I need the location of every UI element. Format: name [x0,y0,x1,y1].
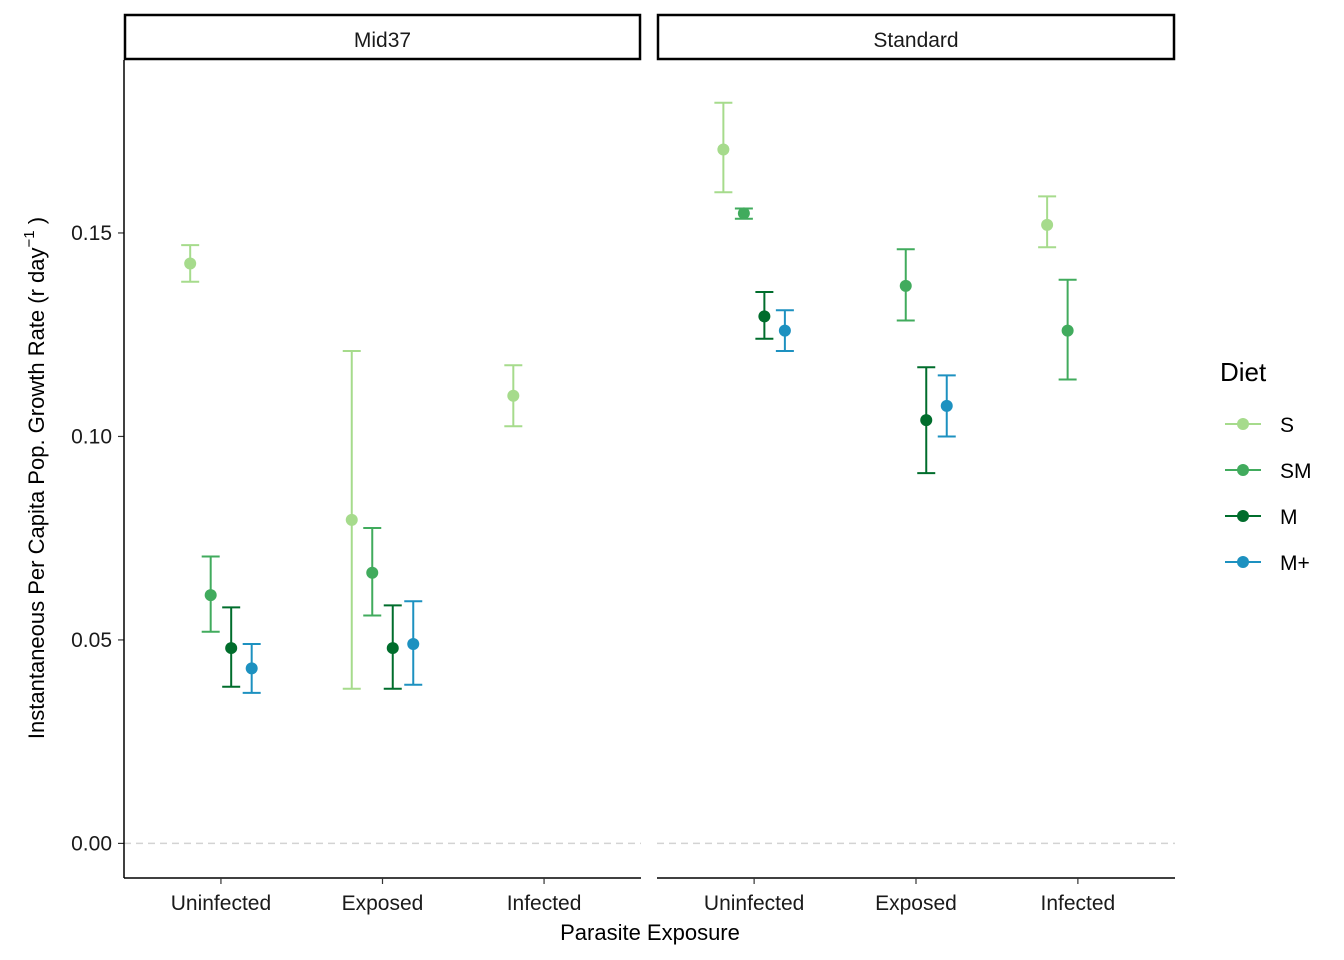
y-axis-title: Instantaneous Per Capita Pop. Growth Rat… [21,217,49,739]
data-point [737,207,750,220]
data-point [778,324,791,337]
data-point [204,589,217,602]
error-bar-point-M [755,290,774,340]
y-tick-label: 0.10 [71,425,112,448]
data-point [386,642,399,655]
facet-strip [123,13,642,61]
error-bar-point-M [383,604,402,690]
legend-label: SM [1280,460,1312,483]
legend-label: S [1280,414,1294,437]
chart-layer: 0.00 0.05 0.10 0.15 Mid37 Uninfected Exposed In… [71,13,1312,915]
y-axis-title-superscript: −1 [21,230,38,247]
y-axis-title-main: Instantaneous Per Capita Pop. Growth Rat… [24,247,49,739]
error-bar-point-SM [896,248,915,322]
y-tick-label: 0.05 [71,629,112,652]
data-point [184,257,197,270]
x-tick-label: Uninfected [704,892,804,915]
x-tick-label: Infected [507,892,582,915]
error-bar-point-SM [1058,278,1077,381]
error-bar-point-S [181,244,200,283]
data-point [407,637,420,650]
x-axis-title: Parasite Exposure [560,920,740,945]
data-point [758,310,771,323]
error-bar-point-S [714,101,733,194]
facet-strip-label: Standard [873,29,958,52]
data-point [717,143,730,156]
error-bar-point-SM [734,207,753,220]
error-bar-point-M [222,606,241,688]
data-point [899,279,912,292]
error-bar-point-M+ [404,600,423,686]
error-bar-point-S [504,364,523,428]
data-point [1061,324,1074,337]
legend-title: Diet [1220,357,1267,387]
data-point [920,414,933,427]
error-bar-point-SM [201,555,220,633]
legend-entry-M: M [1225,506,1298,529]
facet-strip-label: Mid37 [354,29,411,52]
y-tick-label: 0.00 [71,832,112,855]
error-bar-point-SM [363,527,382,617]
error-bar-point-M+ [775,309,794,352]
x-tick-label: Exposed [875,892,957,915]
legend-key-point [1237,510,1249,522]
y-tick-label: 0.15 [71,222,112,245]
legend-entry-M+: M+ [1225,552,1310,575]
legend-entry-SM: SM [1225,460,1312,483]
y-axis-title-close: ) [24,217,49,230]
x-tick-label: Infected [1041,892,1116,915]
legend-label: M+ [1280,552,1310,575]
data-point [366,566,379,579]
data-point [345,513,358,526]
error-bar-point-M+ [242,642,261,694]
error-bar-point-S [342,349,361,690]
data-point [507,389,520,402]
legend-key-point [1237,418,1249,430]
data-point [245,662,258,675]
data-point [225,642,238,655]
error-bar-point-S [1038,195,1057,249]
error-bar-point-M [917,366,936,475]
x-tick-label: Exposed [342,892,424,915]
facet-strip [656,13,1176,61]
data-point [1041,218,1054,231]
data-point [940,399,953,412]
legend-key-point [1237,464,1249,476]
legend-entry-S: S [1225,414,1294,437]
error-bar-point-M+ [937,374,956,438]
legend-key-point [1237,556,1249,568]
legend-label: M [1280,506,1298,529]
x-tick-label: Uninfected [171,892,271,915]
